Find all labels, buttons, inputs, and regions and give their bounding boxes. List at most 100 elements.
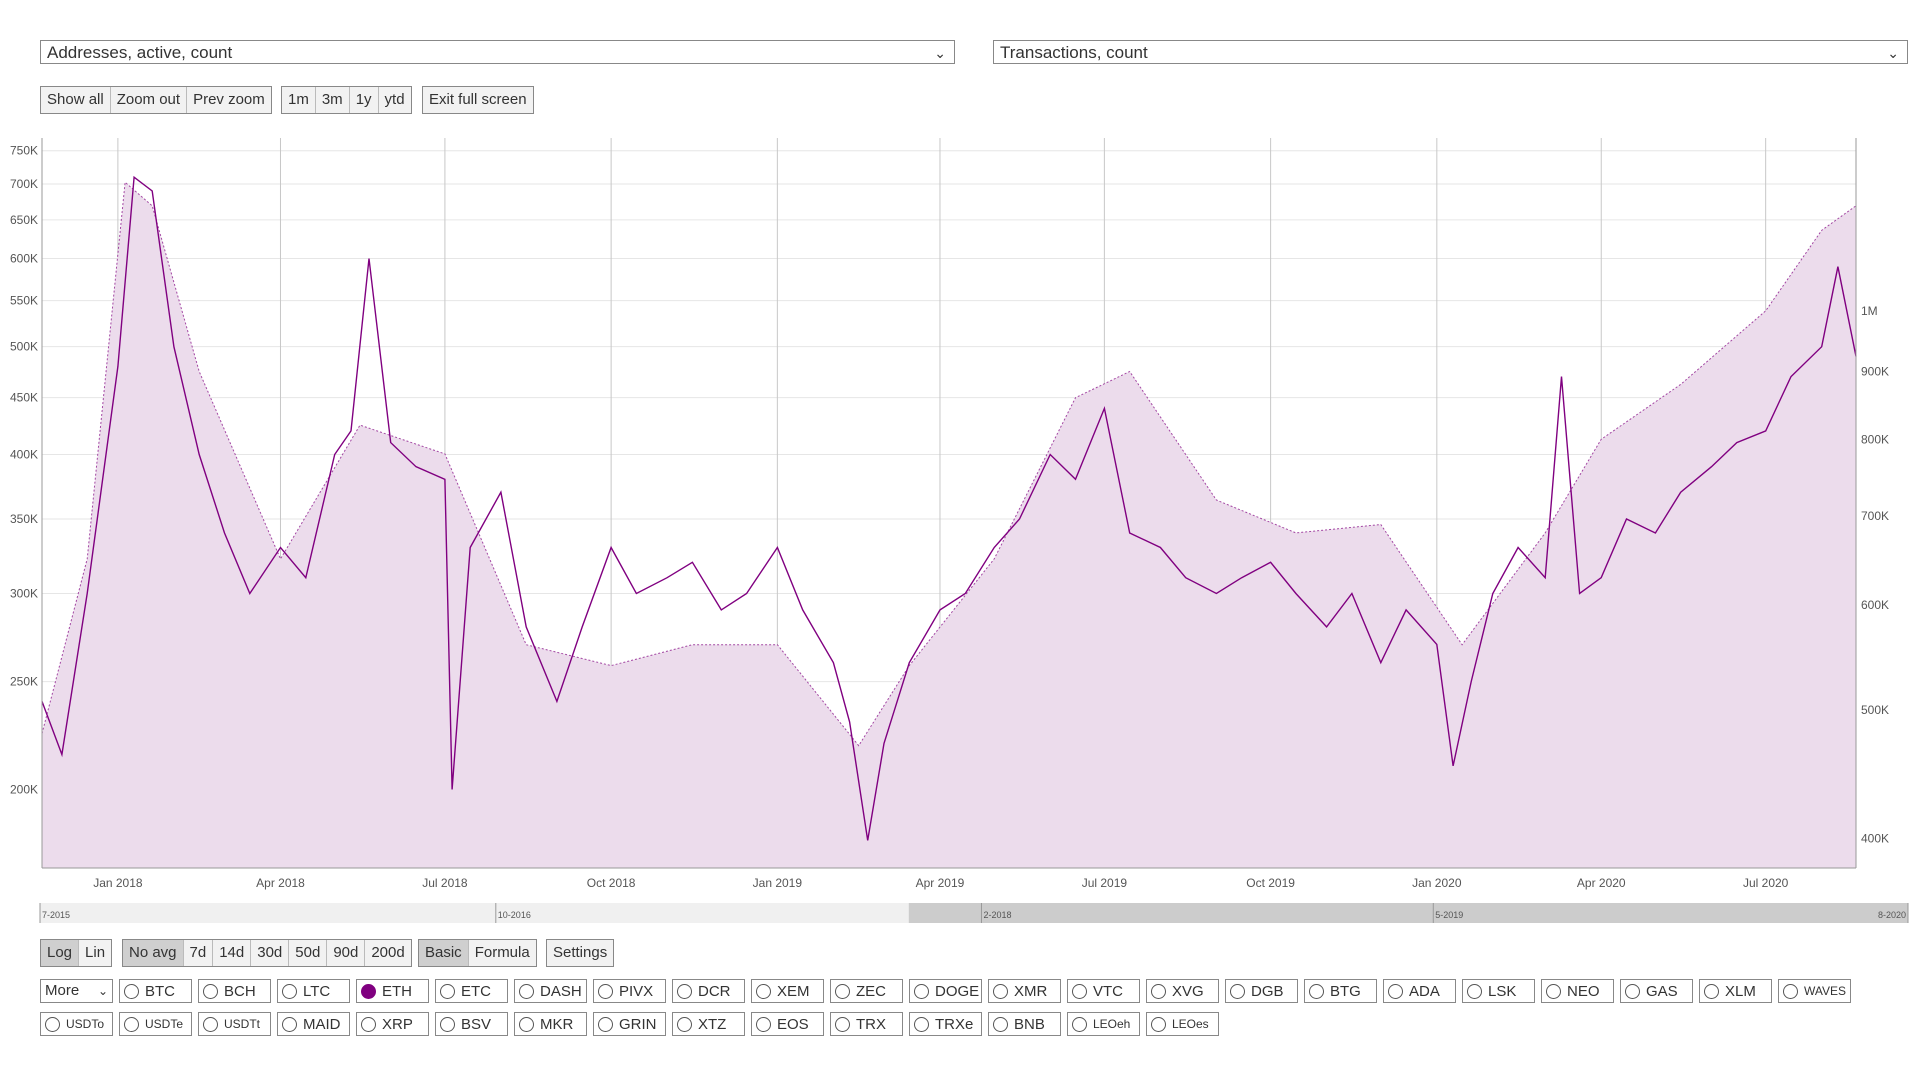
radio-icon bbox=[677, 1016, 692, 1032]
y-right-tick-label: 600K bbox=[1861, 598, 1889, 612]
radio-icon bbox=[993, 983, 1008, 999]
coin-toggle-xem[interactable]: XEM bbox=[751, 979, 824, 1003]
coin-toggle-btg[interactable]: BTG bbox=[1304, 979, 1377, 1003]
coin-toggle-doge[interactable]: DOGE bbox=[909, 979, 982, 1003]
avg-50d-button[interactable]: 50d bbox=[289, 940, 328, 966]
avg-90d-button[interactable]: 90d bbox=[327, 940, 366, 966]
range-1m-button[interactable]: 1m bbox=[282, 87, 316, 113]
more-select[interactable]: More ⌄ bbox=[40, 979, 113, 1003]
avg-14d-button[interactable]: 14d bbox=[213, 940, 252, 966]
coin-toggle-xlm[interactable]: XLM bbox=[1699, 979, 1772, 1003]
zoom-out-button[interactable]: Zoom out bbox=[110, 87, 188, 113]
coin-toggle-pivx[interactable]: PIVX bbox=[593, 979, 666, 1003]
lin-scale-button[interactable]: Lin bbox=[79, 940, 112, 966]
coin-toggle-neo[interactable]: NEO bbox=[1541, 979, 1614, 1003]
y-left-tick-label: 550K bbox=[10, 294, 38, 308]
coin-toggle-leoeh[interactable]: LEOeh bbox=[1067, 1012, 1140, 1036]
radio-icon bbox=[835, 1016, 850, 1032]
coin-toggle-xrp[interactable]: XRP bbox=[356, 1012, 429, 1036]
coin-label: XRP bbox=[382, 1015, 413, 1033]
y-right-tick-label: 800K bbox=[1861, 432, 1889, 446]
coin-label: ETC bbox=[461, 982, 491, 1000]
coin-label: BTC bbox=[145, 982, 175, 1000]
y-left-tick-label: 250K bbox=[10, 675, 38, 689]
coin-toggle-trxe[interactable]: TRXe bbox=[909, 1012, 982, 1036]
coin-toggle-eth[interactable]: ETH bbox=[356, 979, 429, 1003]
radio-icon bbox=[361, 983, 376, 999]
range-ytd-button[interactable]: ytd bbox=[378, 87, 411, 113]
x-tick-label: Jan 2020 bbox=[1412, 876, 1462, 890]
coin-toggle-eos[interactable]: EOS bbox=[751, 1012, 824, 1036]
coin-toggle-etc[interactable]: ETC bbox=[435, 979, 508, 1003]
coin-label: ADA bbox=[1409, 982, 1440, 1000]
coin-label: DOGE bbox=[935, 982, 980, 1000]
coin-label: XTZ bbox=[698, 1015, 727, 1033]
coin-toggle-bnb[interactable]: BNB bbox=[988, 1012, 1061, 1036]
log-scale-button[interactable]: Log bbox=[41, 940, 80, 966]
coin-label: BSV bbox=[461, 1015, 492, 1033]
x-tick-label: Apr 2019 bbox=[916, 876, 965, 890]
avg-200d-button[interactable]: 200d bbox=[365, 940, 411, 966]
coin-toggle-xvg[interactable]: XVG bbox=[1146, 979, 1219, 1003]
x-tick-label: Apr 2020 bbox=[1577, 876, 1626, 890]
coin-toggle-grin[interactable]: GRIN bbox=[593, 1012, 666, 1036]
coin-toggle-usdtt[interactable]: USDTt bbox=[198, 1012, 271, 1036]
prev-zoom-button[interactable]: Prev zoom bbox=[187, 87, 271, 113]
coin-toggle-lsk[interactable]: LSK bbox=[1462, 979, 1535, 1003]
coin-toggle-dcr[interactable]: DCR bbox=[672, 979, 745, 1003]
settings-button[interactable]: Settings bbox=[547, 940, 614, 966]
coin-toggle-xtz[interactable]: XTZ bbox=[672, 1012, 745, 1036]
coin-toggle-bch[interactable]: BCH bbox=[198, 979, 271, 1003]
coin-toggle-vtc[interactable]: VTC bbox=[1067, 979, 1140, 1003]
range-3m-button[interactable]: 3m bbox=[315, 87, 350, 113]
radio-icon bbox=[835, 983, 850, 999]
x-tick-label: Oct 2018 bbox=[587, 876, 636, 890]
show-all-button[interactable]: Show all bbox=[41, 87, 111, 113]
right-metric-select[interactable]: Transactions, count ⌄ bbox=[993, 40, 1908, 64]
coin-toggle-maid[interactable]: MAID bbox=[277, 1012, 350, 1036]
coin-toggle-btc[interactable]: BTC bbox=[119, 979, 192, 1003]
coin-toggle-dash[interactable]: DASH bbox=[514, 979, 587, 1003]
left-metric-select[interactable]: Addresses, active, count ⌄ bbox=[40, 40, 955, 64]
coin-toggle-xmr[interactable]: XMR bbox=[988, 979, 1061, 1003]
basic-mode-button[interactable]: Basic bbox=[419, 940, 469, 966]
no-avg-button[interactable]: No avg bbox=[123, 940, 184, 966]
y-left-tick-label: 650K bbox=[10, 213, 38, 227]
coin-toggle-ltc[interactable]: LTC bbox=[277, 979, 350, 1003]
range-1y-button[interactable]: 1y bbox=[349, 87, 379, 113]
exit-full-screen-button[interactable]: Exit full screen bbox=[423, 87, 533, 113]
coin-toggle-usdte[interactable]: USDTe bbox=[119, 1012, 192, 1036]
y-left-tick-label: 450K bbox=[10, 391, 38, 405]
coin-toggle-ada[interactable]: ADA bbox=[1383, 979, 1456, 1003]
coin-toggle-waves[interactable]: WAVES bbox=[1778, 979, 1851, 1003]
coin-toggle-leoes[interactable]: LEOes bbox=[1146, 1012, 1219, 1036]
radio-icon bbox=[203, 1016, 218, 1032]
coin-label: DGB bbox=[1251, 982, 1284, 1000]
coin-label: ETH bbox=[382, 982, 412, 1000]
range-button-group: 1m 3m 1y ytd bbox=[281, 86, 412, 114]
radio-icon bbox=[1151, 1016, 1166, 1032]
y-left-tick-label: 750K bbox=[10, 144, 38, 158]
coin-toggle-usdto[interactable]: USDTo bbox=[40, 1012, 113, 1036]
coin-toggle-bsv[interactable]: BSV bbox=[435, 1012, 508, 1036]
series-line-active-addresses bbox=[41, 175, 1857, 841]
coin-toggle-dgb[interactable]: DGB bbox=[1225, 979, 1298, 1003]
coin-toggle-trx[interactable]: TRX bbox=[830, 1012, 903, 1036]
radio-icon bbox=[45, 1016, 60, 1032]
avg-7d-button[interactable]: 7d bbox=[183, 940, 214, 966]
coin-toggle-mkr[interactable]: MKR bbox=[514, 1012, 587, 1036]
radio-icon bbox=[1072, 983, 1087, 999]
y-right-tick-label: 900K bbox=[1861, 364, 1889, 378]
radio-icon bbox=[282, 1016, 297, 1032]
chart-area[interactable]: 200K 250K 300K 350K 400K 450K 500K 550K 600K 650K… bbox=[0, 0, 1920, 930]
coin-label: BTG bbox=[1330, 982, 1361, 1000]
coin-toggle-zec[interactable]: ZEC bbox=[830, 979, 903, 1003]
radio-icon bbox=[519, 1016, 534, 1032]
coin-toggle-gas[interactable]: GAS bbox=[1620, 979, 1693, 1003]
radio-icon bbox=[598, 1016, 613, 1032]
coin-label: LEOeh bbox=[1093, 1017, 1131, 1031]
radio-icon bbox=[1546, 983, 1561, 999]
formula-mode-button[interactable]: Formula bbox=[468, 940, 536, 966]
avg-30d-button[interactable]: 30d bbox=[251, 940, 290, 966]
coin-label: MAID bbox=[303, 1015, 341, 1033]
